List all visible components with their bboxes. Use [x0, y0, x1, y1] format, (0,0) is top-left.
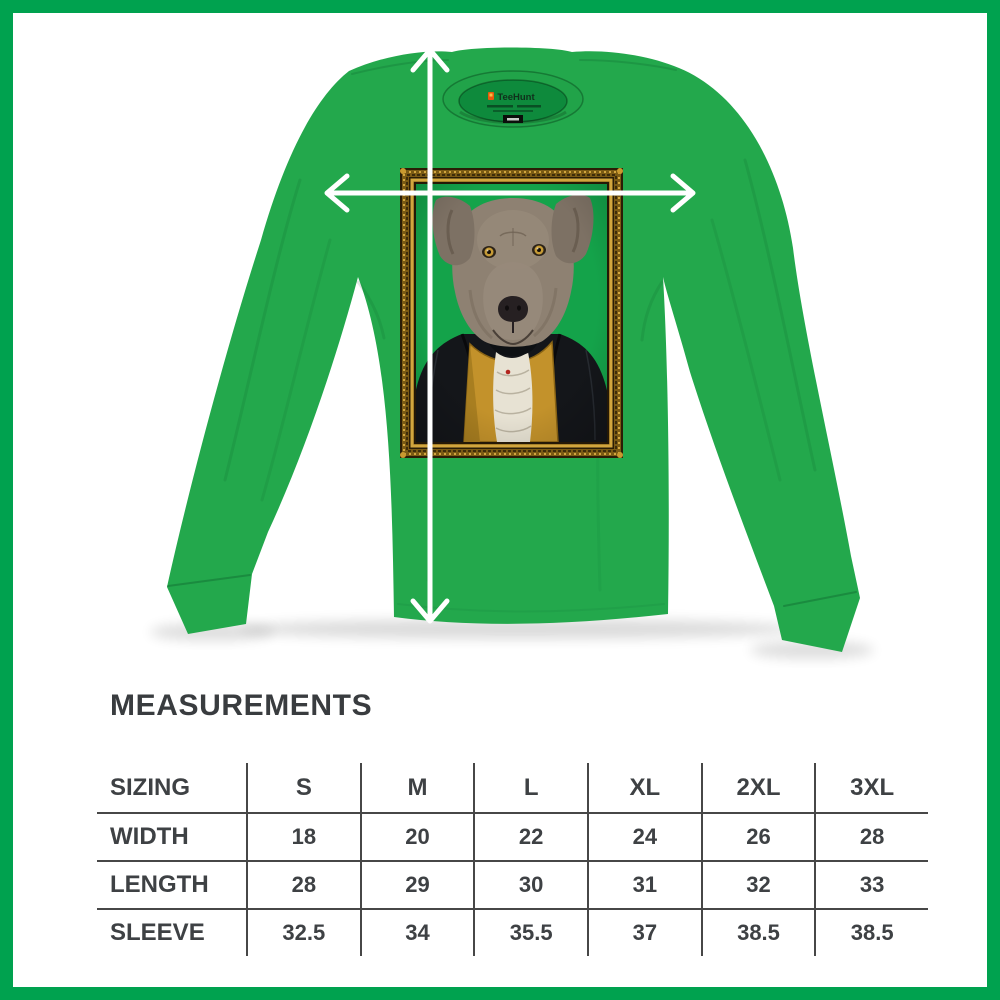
sleeve-m: 34	[359, 910, 474, 956]
width-s: 18	[246, 814, 360, 862]
table-header-2xl: 2XL	[700, 763, 815, 814]
brand-logo-icon-dot	[489, 93, 493, 97]
shirt-wrinkles	[167, 59, 857, 613]
dog-portrait	[416, 184, 607, 442]
sleeve-2xl: 38.5	[700, 910, 815, 956]
width-xl: 24	[586, 814, 701, 862]
table-header-sizing: SIZING	[97, 763, 246, 814]
length-arrow	[410, 47, 450, 624]
width-m: 20	[359, 814, 474, 862]
portrait-frame	[400, 168, 623, 458]
length-l: 30	[473, 862, 587, 910]
sleeve-l: 35.5	[473, 910, 587, 956]
table-header-3xl: 3XL	[814, 763, 928, 814]
table-header-l: L	[473, 763, 587, 814]
sleeve-s: 32.5	[246, 910, 360, 956]
size-table: SIZING S M L XL 2XL 3XL WIDTH 18 20 22 2…	[97, 763, 928, 956]
cravat-pin	[505, 369, 511, 375]
shirt-body	[167, 47, 860, 652]
table-header-s: S	[246, 763, 360, 814]
length-2xl: 32	[700, 862, 815, 910]
shirt-collar	[442, 70, 584, 128]
width-2xl: 26	[700, 814, 815, 862]
sleeve-xl: 37	[586, 910, 701, 956]
length-3xl: 33	[814, 862, 928, 910]
measurements-title: MEASUREMENTS	[110, 689, 373, 722]
sleeve-3xl: 38.5	[814, 910, 928, 956]
row-label-length: LENGTH	[97, 862, 246, 910]
length-xl: 31	[586, 862, 701, 910]
table-header-m: M	[359, 763, 474, 814]
brand-name: TeeHunt	[497, 92, 535, 103]
row-label-width: WIDTH	[97, 814, 246, 862]
shirt-shadow	[150, 619, 874, 659]
length-s: 28	[246, 862, 360, 910]
table-header-xl: XL	[586, 763, 701, 814]
width-l: 22	[473, 814, 587, 862]
brand-logo-icon	[488, 92, 494, 100]
length-m: 29	[359, 862, 474, 910]
size-tag	[503, 115, 523, 123]
neck-label: TeeHunt	[487, 92, 541, 123]
row-label-sleeve: SLEEVE	[110, 919, 205, 946]
width-arrow	[324, 173, 696, 213]
width-3xl: 28	[814, 814, 928, 862]
